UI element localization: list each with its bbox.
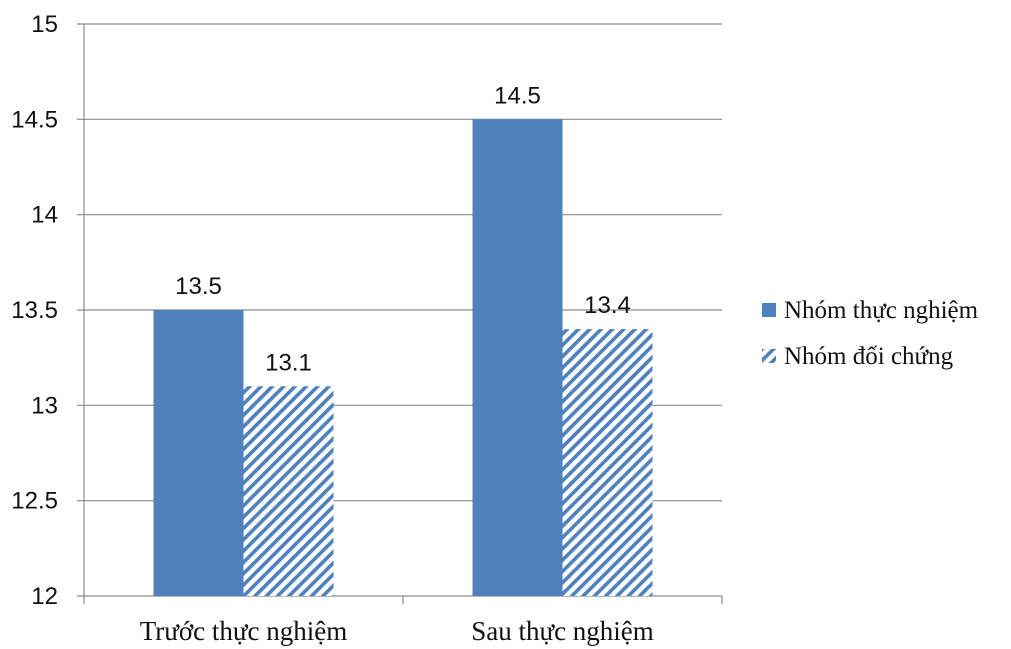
x-category-label: Sau thực nghiệm [471, 616, 654, 646]
data-label: 14.5 [494, 82, 541, 109]
y-tick-label: 15 [31, 11, 58, 38]
y-tick-label: 13.5 [11, 297, 58, 324]
bar [154, 310, 244, 596]
legend: Nhóm thực nghiệm Nhóm đối chứng [762, 297, 979, 370]
legend-swatch [762, 349, 776, 363]
legend-swatch [762, 303, 776, 317]
bar [244, 386, 334, 596]
y-tick-label: 14 [31, 202, 58, 229]
bar [563, 329, 653, 596]
bar [473, 119, 563, 596]
legend-label: Nhóm thực nghiệm [784, 297, 979, 324]
y-tick-label: 12.5 [11, 488, 58, 515]
data-label: 13.4 [584, 292, 631, 319]
data-label: 13.5 [175, 273, 222, 300]
y-tick-label: 14.5 [11, 106, 58, 133]
data-label: 13.1 [265, 349, 312, 376]
y-tick-label: 12 [31, 583, 58, 610]
legend-label: Nhóm đối chứng [784, 343, 954, 370]
x-category-label: Trước thực nghiệm [140, 616, 348, 646]
bars [154, 119, 653, 596]
y-tick-label: 13 [31, 392, 58, 419]
